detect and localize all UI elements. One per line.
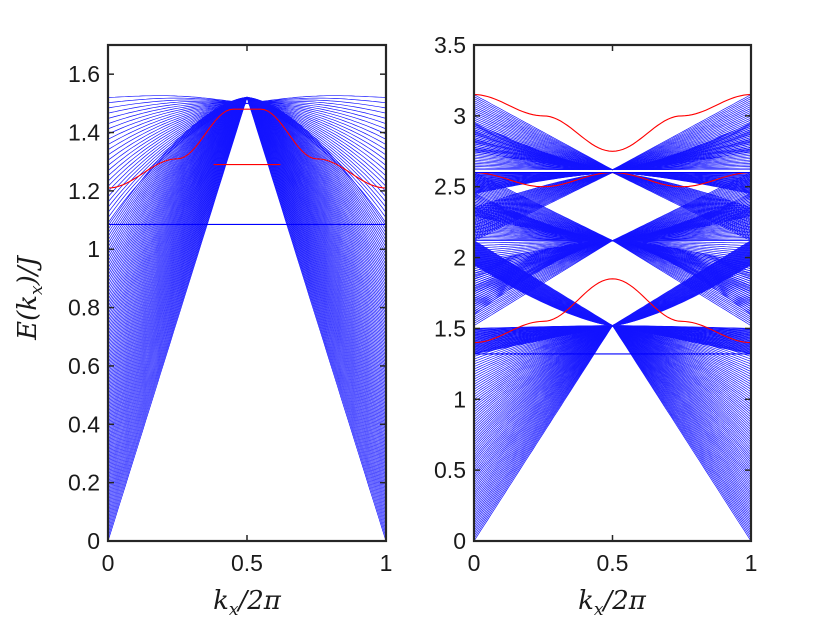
band-line: [474, 236, 751, 241]
band-line: [474, 240, 751, 269]
y-tick-label: 1: [453, 386, 466, 412]
band-line: [474, 150, 751, 171]
x-tick-label: 0: [102, 550, 115, 576]
band-line: [108, 99, 386, 109]
band-line: [474, 264, 751, 326]
y-tick-label: 2: [453, 245, 466, 271]
band-lines: [108, 95, 386, 541]
right-panel: 0 0.5 1 1.5 2 2.5 3 3.5 0 0.5 1: [434, 32, 757, 576]
band-line: [474, 324, 751, 537]
band-line: [108, 96, 386, 535]
band-line: [108, 103, 386, 166]
band-line: [108, 96, 386, 496]
band-line: [108, 97, 386, 386]
band-line: [108, 96, 386, 474]
band-line: [108, 97, 386, 258]
y-tick-label: 0.4: [68, 411, 100, 437]
band-line: [474, 325, 751, 473]
edge-state-line: [108, 108, 386, 189]
band-line: [108, 103, 386, 161]
y-tick-label: 3.5: [434, 32, 466, 58]
band-line: [474, 240, 751, 268]
band-line: [474, 135, 751, 171]
band-line: [108, 102, 386, 125]
y-tick-label: 1.5: [434, 315, 466, 341]
band-line: [108, 97, 386, 375]
band-line: [474, 159, 751, 171]
y-tick-label: 2.5: [434, 174, 466, 200]
band-lines: [474, 94, 751, 541]
band-line: [108, 101, 386, 119]
band-line: [108, 102, 386, 130]
band-line: [474, 166, 751, 171]
y-tick-label: 3: [453, 103, 466, 129]
band-line: [108, 103, 386, 213]
y-tick-label: 0: [87, 528, 100, 554]
left-panel: 0 0.2 0.4 0.6 0.8 1 1.2 1.4 1.6 0 0.5 1: [68, 43, 393, 576]
band-line: [108, 95, 386, 104]
x-tick-label: 0: [468, 550, 481, 576]
y-tick-label: 1.2: [68, 178, 100, 204]
band-line: [108, 97, 386, 322]
band-line: [474, 214, 751, 241]
y-tick-label: 0: [453, 528, 466, 554]
band-line: [108, 102, 386, 135]
band-line: [474, 325, 751, 463]
y-axis-label: E(kx)/J: [13, 255, 47, 341]
band-line: [108, 97, 386, 230]
x-axis-label-right: kx/2π: [578, 586, 647, 620]
band-line: [474, 325, 751, 506]
band-line: [474, 102, 751, 171]
band-line: [474, 240, 751, 257]
edge-state-line: [474, 278, 751, 344]
y-tick-label: 0.2: [68, 470, 100, 496]
y-tick-label: 1: [87, 236, 100, 262]
band-line: [108, 96, 386, 432]
band-line: [108, 97, 386, 104]
y-tick-label: 1.4: [68, 120, 100, 146]
band-line: [108, 96, 386, 524]
band-line: [474, 240, 751, 246]
edge-state-line: [474, 94, 751, 152]
band-line: [108, 103, 386, 156]
y-tick-label: 1.6: [68, 61, 100, 87]
band-line: [108, 97, 386, 227]
x-tick-label: 1: [380, 550, 393, 576]
y-tick-label: 0.5: [434, 457, 466, 483]
x-tick-label: 0.5: [231, 550, 263, 576]
band-line: [108, 103, 386, 218]
x-tick-label: 0.5: [597, 550, 629, 576]
band-line: [108, 97, 386, 294]
y-tick-label: 0.6: [68, 353, 100, 379]
y-tick-label: 0.8: [68, 295, 100, 321]
x-axis-label-left: kx/2π: [213, 586, 282, 620]
x-tick-label: 1: [745, 550, 758, 576]
